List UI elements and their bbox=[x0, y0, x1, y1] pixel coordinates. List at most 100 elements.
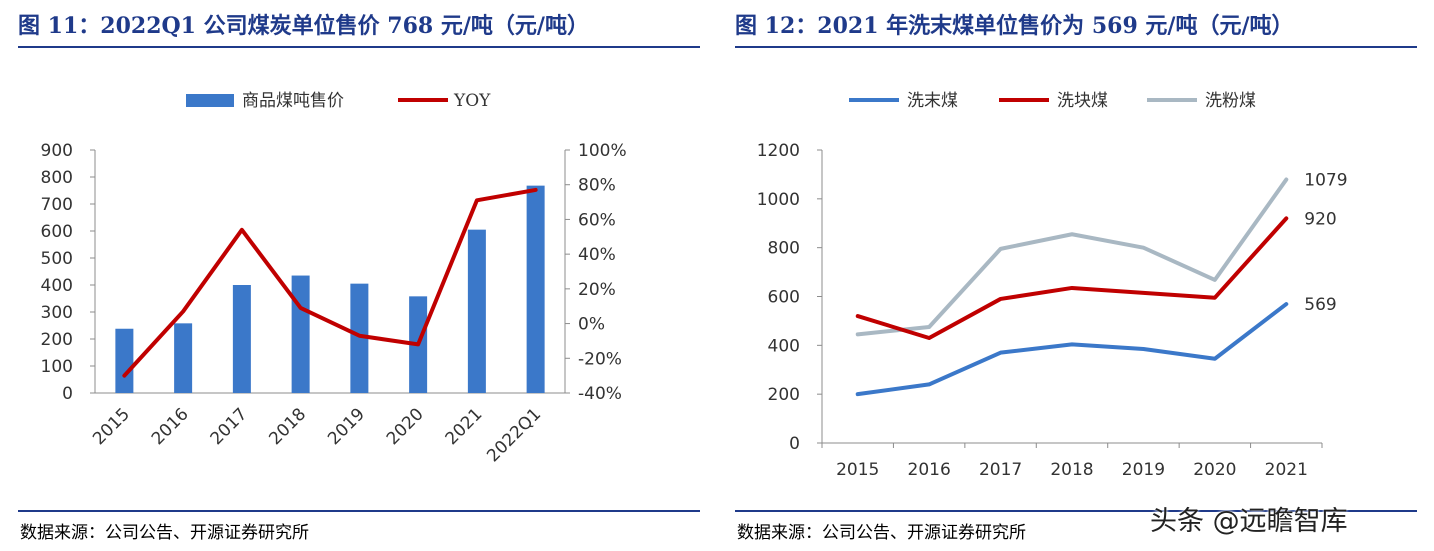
legend-label-xk: 洗块煤 bbox=[1057, 91, 1108, 111]
bar-2017 bbox=[232, 285, 251, 393]
x-tick-label: 2016 bbox=[908, 460, 951, 480]
series-point-xk-2015 bbox=[856, 314, 860, 318]
bar-2019 bbox=[350, 283, 369, 393]
figure-11-source: 数据来源：公司公告、开源证券研究所 bbox=[20, 523, 309, 543]
series-point-xk-2018 bbox=[1070, 286, 1074, 290]
yoy-point-2022Q1 bbox=[534, 188, 538, 192]
yoy-line bbox=[122, 187, 538, 378]
bar-2022Q1 bbox=[526, 185, 545, 393]
series-point-xm-2018 bbox=[1070, 342, 1074, 346]
x-tick-label: 2021 bbox=[442, 404, 487, 449]
series-point-xf-2019 bbox=[1141, 246, 1145, 250]
series-point-xm-2016 bbox=[927, 382, 931, 386]
legend-label-xm: 洗末煤 bbox=[907, 91, 958, 111]
legend-label-xf: 洗粉煤 bbox=[1205, 91, 1256, 111]
yoy-point-2016 bbox=[181, 309, 185, 313]
series-line-xm bbox=[855, 302, 1289, 397]
bar-2018 bbox=[291, 275, 310, 393]
left-tick-label: 400 bbox=[41, 276, 73, 296]
series-point-xm-2021 bbox=[1284, 302, 1288, 306]
series-point-xm-2015 bbox=[856, 392, 860, 396]
left-tick-label: 300 bbox=[41, 303, 73, 323]
yoy-point-2021 bbox=[475, 198, 479, 202]
x-tick-label: 2017 bbox=[207, 404, 252, 449]
y-tick-label: 800 bbox=[768, 239, 800, 259]
right-tick-label: -40% bbox=[578, 384, 622, 404]
series-point-xm-2020 bbox=[1213, 357, 1217, 361]
series-point-xk-2016 bbox=[927, 336, 931, 340]
figure-12-panel: 图 12：2021 年洗末煤单位售价为 569 元/吨（元/吨） 洗末煤 洗块煤洗… bbox=[717, 0, 1434, 551]
x-tick-label: 2020 bbox=[383, 404, 428, 449]
x-tick-label: 2019 bbox=[324, 404, 369, 449]
figure-12-source: 数据来源：公司公告、开源证券研究所 bbox=[737, 523, 1026, 543]
x-tick-label: 2021 bbox=[1265, 460, 1308, 480]
right-tick-label: -20% bbox=[578, 349, 622, 369]
figure-11-title: 图 11：2022Q1 公司煤炭单位售价 768 元/吨（元/吨） bbox=[18, 13, 589, 39]
left-tick-label: 800 bbox=[41, 168, 73, 188]
legend-bar-swatch bbox=[186, 94, 234, 107]
bar-2015 bbox=[115, 328, 134, 393]
x-tick-label: 2015 bbox=[89, 404, 134, 449]
figure-12-chart: 洗末煤 洗块煤 洗粉煤 0 200 400 600 800 1000 1200 2015 2016 20… bbox=[757, 91, 1348, 480]
figure-11-chart: 商品煤吨售价 YOY 0 100 200 300 400 500 600 700 800 900 -40… bbox=[41, 91, 627, 466]
figure-11-bottom-rule bbox=[18, 510, 700, 512]
yoy-point-2017 bbox=[240, 228, 244, 232]
series-line-xf bbox=[855, 177, 1289, 337]
left-tick-label: 100 bbox=[41, 357, 73, 377]
bar-2021 bbox=[467, 229, 486, 393]
series-point-xf-2021 bbox=[1284, 178, 1288, 182]
left-tick-label: 700 bbox=[41, 195, 73, 215]
right-tick-label: 100% bbox=[578, 141, 627, 161]
x-tick-label: 2018 bbox=[1050, 460, 1093, 480]
left-tick-label: 0 bbox=[62, 384, 73, 404]
yoy-point-2019 bbox=[357, 334, 361, 338]
series-point-xf-2015 bbox=[856, 332, 860, 336]
series-point-xf-2020 bbox=[1213, 278, 1217, 282]
series-point-xk-2021 bbox=[1284, 216, 1288, 220]
yoy-point-2018 bbox=[299, 306, 303, 310]
right-tick-label: 60% bbox=[578, 210, 616, 230]
left-tick-label: 500 bbox=[41, 249, 73, 269]
figure-11-top-rule bbox=[18, 46, 700, 48]
right-tick-label: 20% bbox=[578, 280, 616, 300]
right-tick-label: 40% bbox=[578, 245, 616, 265]
right-tick-label: 0% bbox=[578, 315, 605, 335]
series-line-xk bbox=[855, 216, 1289, 341]
right-tick-label: 80% bbox=[578, 176, 616, 196]
series-point-xk-2017 bbox=[999, 297, 1003, 301]
y-tick-label: 1000 bbox=[757, 190, 800, 210]
x-tick-label: 2016 bbox=[148, 404, 193, 449]
watermark: 头条 @远瞻智库 bbox=[1150, 506, 1348, 537]
yoy-point-2015 bbox=[122, 374, 126, 378]
y-tick-label: 400 bbox=[768, 336, 800, 356]
series-point-xf-2017 bbox=[999, 247, 1003, 251]
figure-12-bottom-rule bbox=[735, 510, 1417, 512]
figure-12-top-rule bbox=[735, 46, 1417, 48]
data-label-xm: 569 bbox=[1304, 295, 1336, 315]
left-tick-label: 600 bbox=[41, 222, 73, 242]
x-tick-label: 2019 bbox=[1122, 460, 1165, 480]
data-label-xf: 1079 bbox=[1304, 171, 1347, 191]
left-tick-label: 900 bbox=[41, 141, 73, 161]
series-point-xm-2019 bbox=[1141, 347, 1145, 351]
x-tick-label: 2018 bbox=[265, 404, 310, 449]
x-tick-label: 2022Q1 bbox=[483, 404, 545, 466]
y-tick-label: 200 bbox=[768, 385, 800, 405]
x-tick-label: 2015 bbox=[836, 460, 879, 480]
y-tick-label: 0 bbox=[789, 434, 800, 454]
yoy-point-2020 bbox=[416, 342, 420, 346]
figure-11-panel: 图 11：2022Q1 公司煤炭单位售价 768 元/吨（元/吨） 商品煤吨售价… bbox=[18, 13, 700, 543]
x-tick-label: 2020 bbox=[1193, 460, 1236, 480]
series-point-xm-2017 bbox=[999, 351, 1003, 355]
left-tick-label: 200 bbox=[41, 330, 73, 350]
figure-12-title: 图 12：2021 年洗末煤单位售价为 569 元/吨（元/吨） bbox=[735, 13, 1294, 39]
bar-2016 bbox=[174, 323, 193, 393]
series-point-xf-2016 bbox=[927, 325, 931, 329]
legend-yoy-label: YOY bbox=[453, 91, 491, 111]
data-label-xk: 920 bbox=[1304, 209, 1336, 229]
y-tick-label: 1200 bbox=[757, 141, 800, 161]
y-tick-label: 600 bbox=[768, 288, 800, 308]
series-point-xk-2019 bbox=[1141, 291, 1145, 295]
x-tick-label: 2017 bbox=[979, 460, 1022, 480]
series-point-xk-2020 bbox=[1213, 296, 1217, 300]
